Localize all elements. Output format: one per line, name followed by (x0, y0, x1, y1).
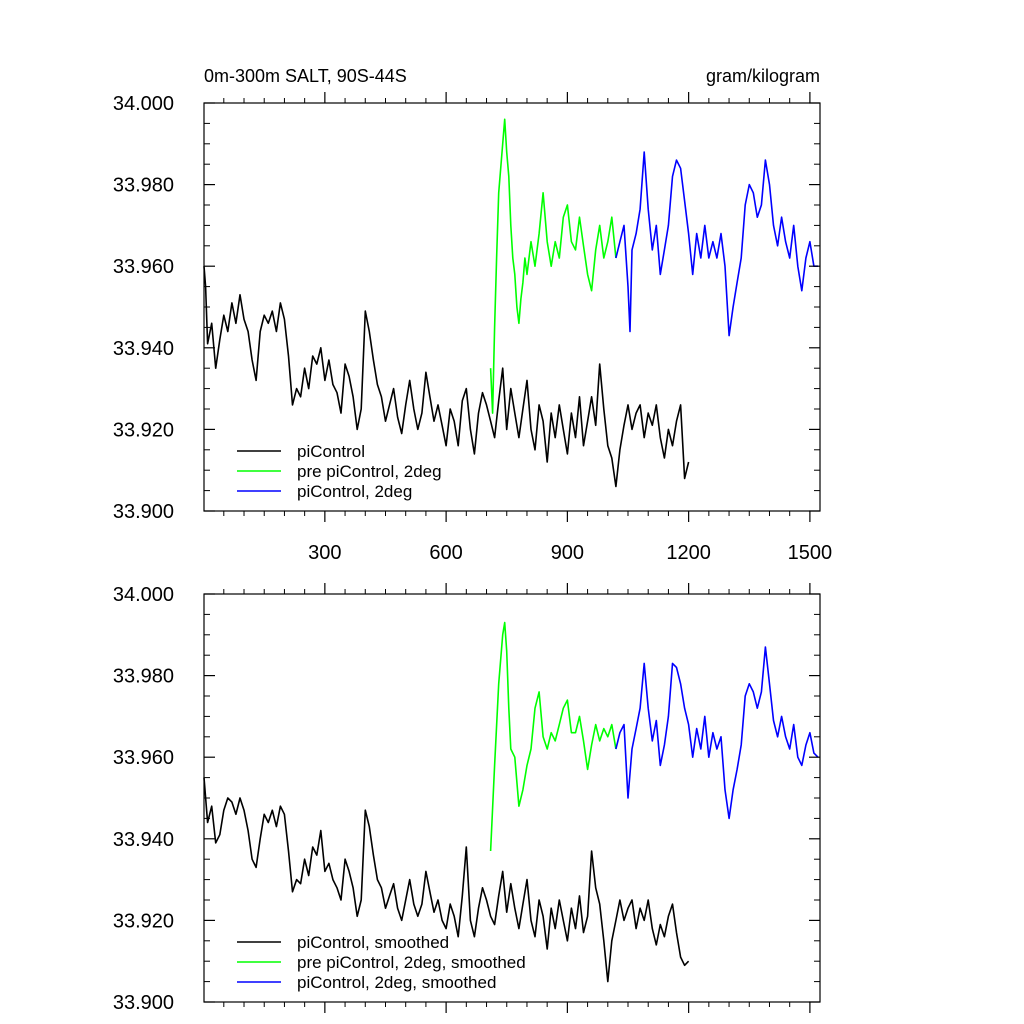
bottom-y-tick-label: 33.960 (113, 747, 174, 769)
top-series-line-picontrol-2deg (615, 151, 818, 337)
top-legend-label-picontrol-2deg: piControl, 2deg (297, 482, 412, 501)
top-panel-title-left: 0m-300m SALT, 90S-44S (204, 66, 407, 86)
bottom-series-line-picontrol-2deg-smoothed (615, 646, 819, 820)
top-y-tick-label: 33.960 (113, 256, 174, 278)
top-y-tick-label: 33.940 (113, 338, 174, 360)
top-panel-title-right: gram/kilogram (706, 66, 820, 86)
bottom-legend-label-picontrol-smoothed: piControl, smoothed (297, 933, 449, 952)
top-y-tick-label: 33.900 (113, 501, 174, 523)
bottom-panel: 33.900 33.920 33.940 33.960 33.980 34.000 piC… (113, 583, 821, 1014)
top-legend-label-pre-picontrol-2deg: pre piControl, 2deg (297, 462, 442, 481)
top-legend-label-picontrol: piControl (297, 442, 365, 461)
top-panel: 0m-300m SALT, 90S-44S gram/kilogram 33.9… (113, 66, 832, 564)
top-x-tick-label: 1500 (788, 542, 833, 564)
top-x-tick-label: 900 (551, 542, 584, 564)
top-panel-series (203, 118, 818, 488)
bottom-y-tick-label: 33.940 (113, 829, 174, 851)
top-y-tick-label: 34.000 (113, 93, 174, 115)
top-x-tick-label: 300 (308, 542, 341, 564)
bottom-series-line-picontrol-smoothed (203, 777, 690, 983)
bottom-y-tick-label: 34.000 (113, 584, 174, 606)
top-x-tick-label: 600 (429, 542, 462, 564)
bottom-y-tick-label: 33.900 (113, 992, 174, 1014)
top-panel-ticks: 33.900 33.920 33.940 33.960 33.980 34.000 300 6… (113, 92, 832, 564)
top-y-tick-label: 33.920 (113, 419, 174, 441)
bottom-legend-label-picontrol-2deg-smoothed: piControl, 2deg, smoothed (297, 973, 496, 992)
top-y-tick-label: 33.980 (113, 175, 174, 197)
bottom-legend-label-pre-picontrol-2deg-smoothed: pre piControl, 2deg, smoothed (297, 953, 526, 972)
top-panel-frame (203, 102, 821, 512)
top-series-line-pre-picontrol-2deg (489, 118, 617, 414)
top-series-line-picontrol (203, 266, 690, 488)
bottom-panel-series (203, 621, 819, 983)
top-x-tick-label: 1200 (666, 542, 711, 564)
bottom-y-tick-label: 33.920 (113, 910, 174, 932)
bottom-series-line-pre-picontrol-2deg-smoothed (489, 621, 617, 852)
bottom-y-tick-label: 33.980 (113, 666, 174, 688)
bottom-panel-ticks: 33.900 33.920 33.940 33.960 33.980 34.000 (113, 583, 820, 1014)
bottom-panel-frame (203, 593, 821, 1003)
